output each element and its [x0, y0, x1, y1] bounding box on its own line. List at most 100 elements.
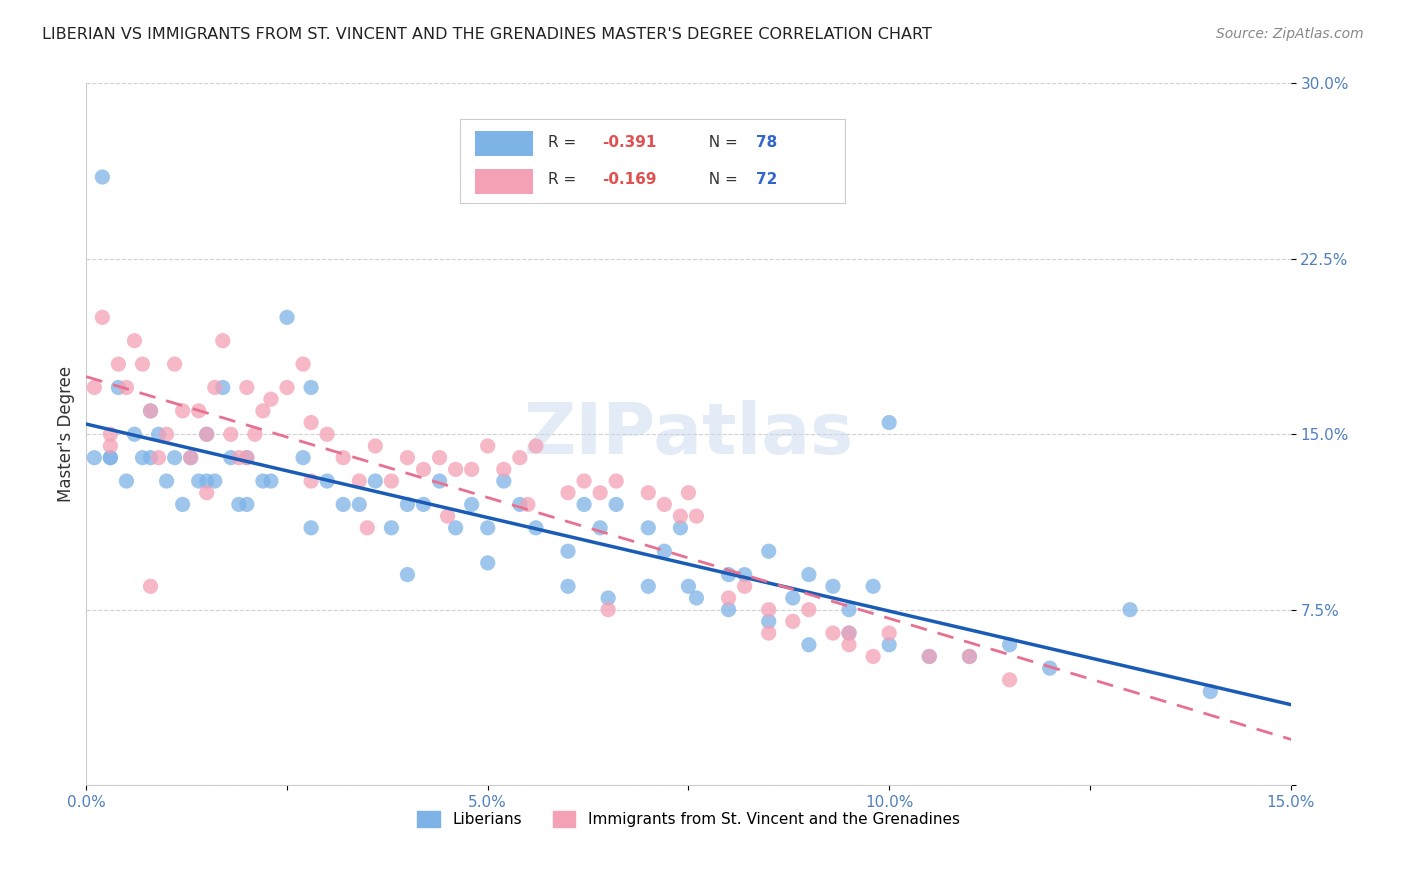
- Liberians: [477, 556, 499, 570]
- Liberians: [115, 474, 138, 488]
- Liberians: [1039, 661, 1062, 675]
- Liberians: [717, 602, 740, 616]
- Immigrants from St. Vincent and the Grenadines: [195, 485, 218, 500]
- Immigrants from St. Vincent and the Grenadines: [734, 579, 756, 593]
- Immigrants from St. Vincent and the Grenadines: [460, 462, 482, 476]
- Immigrants from St. Vincent and the Grenadines: [678, 485, 700, 500]
- Immigrants from St. Vincent and the Grenadines: [429, 450, 451, 465]
- Liberians: [838, 626, 860, 640]
- Immigrants from St. Vincent and the Grenadines: [236, 450, 259, 465]
- Liberians: [155, 474, 177, 488]
- Immigrants from St. Vincent and the Grenadines: [821, 626, 844, 640]
- Liberians: [492, 474, 515, 488]
- Immigrants from St. Vincent and the Grenadines: [356, 521, 378, 535]
- Immigrants from St. Vincent and the Grenadines: [204, 380, 226, 394]
- Liberians: [477, 521, 499, 535]
- Immigrants from St. Vincent and the Grenadines: [172, 404, 194, 418]
- Liberians: [236, 450, 259, 465]
- Immigrants from St. Vincent and the Grenadines: [862, 649, 884, 664]
- Immigrants from St. Vincent and the Grenadines: [332, 450, 354, 465]
- Immigrants from St. Vincent and the Grenadines: [299, 474, 322, 488]
- Liberians: [163, 450, 186, 465]
- Liberians: [219, 450, 242, 465]
- Liberians: [838, 602, 860, 616]
- Immigrants from St. Vincent and the Grenadines: [276, 380, 298, 394]
- Y-axis label: Master's Degree: Master's Degree: [58, 367, 75, 502]
- Immigrants from St. Vincent and the Grenadines: [83, 380, 105, 394]
- Liberians: [83, 450, 105, 465]
- Immigrants from St. Vincent and the Grenadines: [637, 485, 659, 500]
- Immigrants from St. Vincent and the Grenadines: [797, 602, 820, 616]
- Immigrants from St. Vincent and the Grenadines: [148, 450, 170, 465]
- Immigrants from St. Vincent and the Grenadines: [717, 591, 740, 605]
- Liberians: [460, 498, 482, 512]
- Liberians: [100, 450, 122, 465]
- Immigrants from St. Vincent and the Grenadines: [260, 392, 283, 407]
- Liberians: [637, 521, 659, 535]
- Liberians: [100, 450, 122, 465]
- Liberians: [509, 498, 531, 512]
- Text: ZIPatlas: ZIPatlas: [523, 400, 853, 469]
- Immigrants from St. Vincent and the Grenadines: [838, 626, 860, 640]
- Liberians: [758, 615, 780, 629]
- Immigrants from St. Vincent and the Grenadines: [100, 427, 122, 442]
- Immigrants from St. Vincent and the Grenadines: [380, 474, 402, 488]
- Immigrants from St. Vincent and the Grenadines: [163, 357, 186, 371]
- Liberians: [918, 649, 941, 664]
- Liberians: [637, 579, 659, 593]
- Liberians: [364, 474, 387, 488]
- Liberians: [998, 638, 1021, 652]
- Immigrants from St. Vincent and the Grenadines: [180, 450, 202, 465]
- Immigrants from St. Vincent and the Grenadines: [195, 427, 218, 442]
- Liberians: [252, 474, 274, 488]
- Liberians: [862, 579, 884, 593]
- Liberians: [557, 579, 579, 593]
- Liberians: [1119, 602, 1142, 616]
- Immigrants from St. Vincent and the Grenadines: [654, 498, 676, 512]
- Liberians: [396, 498, 419, 512]
- Legend: Liberians, Immigrants from St. Vincent and the Grenadines: Liberians, Immigrants from St. Vincent a…: [411, 805, 966, 834]
- Immigrants from St. Vincent and the Grenadines: [838, 638, 860, 652]
- Immigrants from St. Vincent and the Grenadines: [444, 462, 467, 476]
- Liberians: [598, 591, 620, 605]
- Liberians: [589, 521, 612, 535]
- Liberians: [877, 416, 900, 430]
- Liberians: [877, 638, 900, 652]
- Liberians: [557, 544, 579, 558]
- Liberians: [797, 567, 820, 582]
- Liberians: [139, 450, 162, 465]
- Immigrants from St. Vincent and the Grenadines: [364, 439, 387, 453]
- Liberians: [195, 474, 218, 488]
- Liberians: [236, 498, 259, 512]
- Immigrants from St. Vincent and the Grenadines: [396, 450, 419, 465]
- Immigrants from St. Vincent and the Grenadines: [524, 439, 547, 453]
- Liberians: [187, 474, 209, 488]
- Liberians: [299, 380, 322, 394]
- Liberians: [685, 591, 707, 605]
- Liberians: [148, 427, 170, 442]
- Immigrants from St. Vincent and the Grenadines: [685, 509, 707, 524]
- Immigrants from St. Vincent and the Grenadines: [107, 357, 129, 371]
- Liberians: [605, 498, 627, 512]
- Immigrants from St. Vincent and the Grenadines: [349, 474, 371, 488]
- Immigrants from St. Vincent and the Grenadines: [436, 509, 458, 524]
- Immigrants from St. Vincent and the Grenadines: [782, 615, 804, 629]
- Immigrants from St. Vincent and the Grenadines: [139, 404, 162, 418]
- Liberians: [380, 521, 402, 535]
- Liberians: [734, 567, 756, 582]
- Immigrants from St. Vincent and the Grenadines: [228, 450, 250, 465]
- Liberians: [316, 474, 339, 488]
- Liberians: [654, 544, 676, 558]
- Immigrants from St. Vincent and the Grenadines: [292, 357, 315, 371]
- Immigrants from St. Vincent and the Grenadines: [598, 602, 620, 616]
- Immigrants from St. Vincent and the Grenadines: [155, 427, 177, 442]
- Immigrants from St. Vincent and the Grenadines: [557, 485, 579, 500]
- Liberians: [959, 649, 981, 664]
- Immigrants from St. Vincent and the Grenadines: [187, 404, 209, 418]
- Immigrants from St. Vincent and the Grenadines: [219, 427, 242, 442]
- Immigrants from St. Vincent and the Grenadines: [959, 649, 981, 664]
- Immigrants from St. Vincent and the Grenadines: [877, 626, 900, 640]
- Immigrants from St. Vincent and the Grenadines: [236, 380, 259, 394]
- Liberians: [91, 169, 114, 184]
- Immigrants from St. Vincent and the Grenadines: [509, 450, 531, 465]
